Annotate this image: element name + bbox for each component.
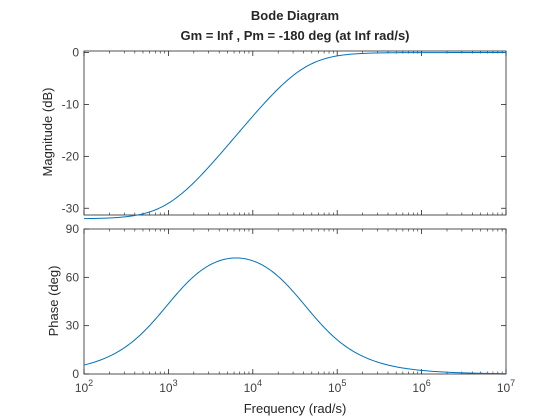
x-tick-labels: 102 103 104 105 106 107 (75, 378, 515, 395)
phase-panel: 0 30 60 90 (66, 222, 507, 381)
phase-axes-box (83, 228, 507, 375)
chart-title: Bode Diagram (251, 8, 339, 23)
phase-y-tick-label: 30 (66, 319, 80, 333)
x-tick-label: 104 (244, 378, 262, 395)
phase-y-tick-label: 60 (66, 270, 80, 284)
x-tick-label: 103 (159, 378, 177, 395)
magnitude-curve (83, 52, 506, 220)
magnitude-panel: 0 -10 -20 -30 (62, 46, 507, 220)
phase-curve (83, 257, 507, 375)
magnitude-y-tick-label: -20 (62, 149, 80, 163)
x-axis-label: Frequency (rad/s) (244, 401, 347, 416)
magnitude-y-tick-label: -10 (62, 97, 80, 111)
magnitude-axes-box (83, 50, 507, 216)
magnitude-y-tick-label: -30 (62, 201, 80, 215)
phase-y-axis-label: Phase (deg) (46, 266, 61, 337)
magnitude-y-axis-label: Magnitude (dB) (40, 88, 55, 177)
phase-y-tick-label: 90 (66, 222, 80, 236)
phase-y-tick-label: 0 (72, 367, 79, 381)
x-tick-label: 102 (75, 378, 93, 395)
magnitude-y-tick-label: 0 (72, 46, 79, 60)
chart-subtitle: Gm = Inf , Pm = -180 deg (at Inf rad/s) (181, 28, 410, 43)
x-tick-label: 105 (328, 378, 346, 395)
x-tick-label: 106 (412, 378, 430, 395)
x-tick-label: 107 (497, 378, 515, 395)
